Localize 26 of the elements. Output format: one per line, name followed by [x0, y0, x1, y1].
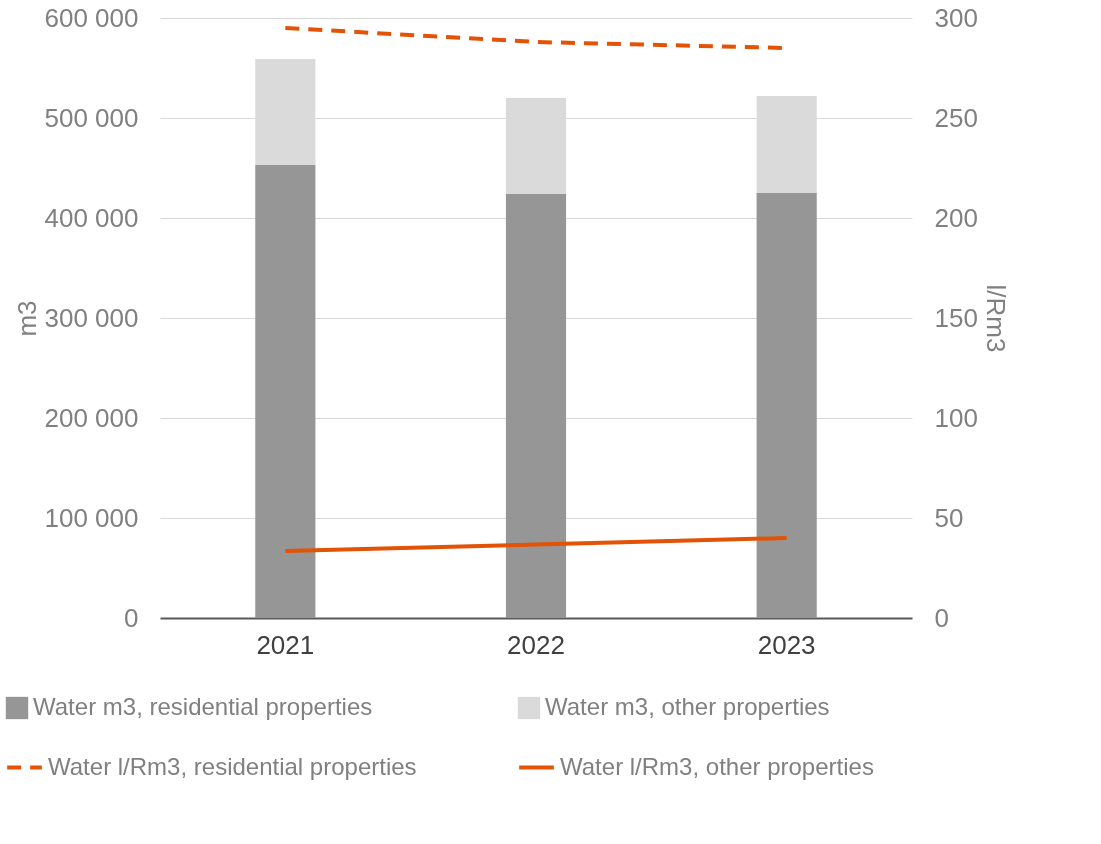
y-tick-label: 200 000 — [44, 402, 139, 433]
legend-label: Water l/Rm3, other properties — [560, 752, 874, 780]
y2-tick-label: 200 — [934, 202, 978, 233]
legend-label: Water l/Rm3, residential properties — [48, 752, 417, 780]
bar — [255, 165, 316, 618]
y2-tick-label: 50 — [934, 502, 964, 533]
bar — [756, 193, 817, 618]
y-tick-label: 400 000 — [44, 202, 139, 233]
y-axis-title: m3 — [11, 300, 42, 337]
y2-axis-title: l/Rm3 — [980, 284, 1011, 353]
bar — [505, 194, 567, 618]
y-tick-label: 100 000 — [44, 502, 139, 533]
y2-tick-label: 0 — [934, 602, 949, 633]
y-tick-label: 600 000 — [44, 2, 139, 33]
y2-tick-label: 100 — [934, 402, 978, 433]
y-tick-label: 500 000 — [44, 102, 139, 133]
x-tick-label: 2022 — [507, 629, 565, 660]
legend-label: Water m3, residential properties — [33, 693, 373, 720]
x-tick-label: 2023 — [757, 629, 816, 660]
y2-tick-label: 250 — [934, 102, 978, 133]
y-tick-label: 300 000 — [44, 302, 139, 333]
legend-label: Water m3, other properties — [545, 693, 830, 720]
y2-tick-label: 150 — [934, 302, 978, 333]
y2-tick-label: 300 — [934, 2, 978, 33]
x-tick-label: 2021 — [256, 629, 315, 660]
y-tick-label: 0 — [124, 602, 139, 633]
